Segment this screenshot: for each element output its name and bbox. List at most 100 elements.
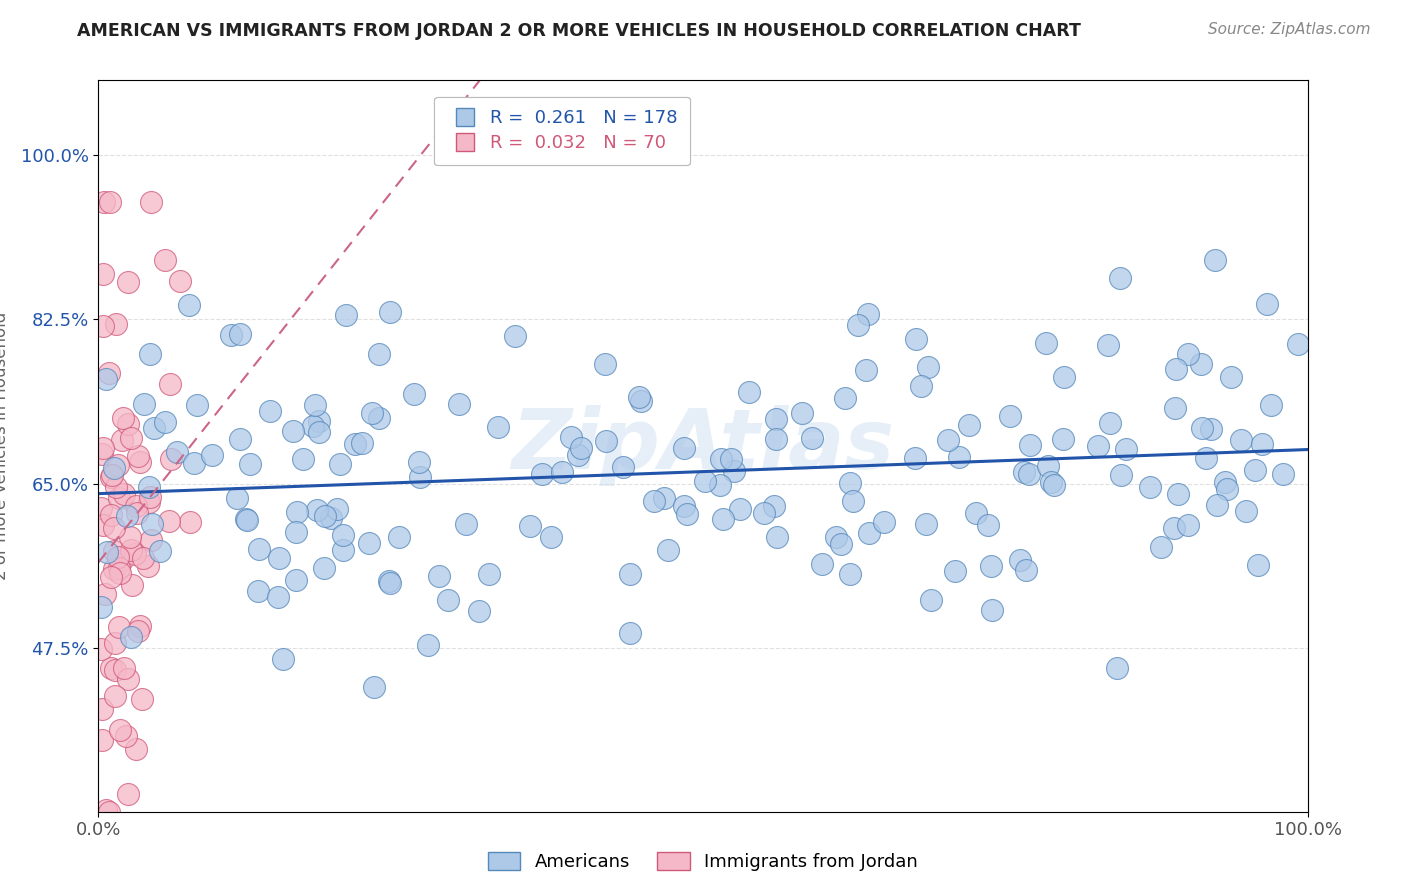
Point (98, 805, 121, 819)
Point (96, 544, 118, 558)
Point (1286, 336, 1309, 351)
Point (1206, 498, 1229, 512)
Point (503, 328, 526, 343)
Point (236, 513, 259, 527)
Point (281, 424, 304, 438)
Point (378, 305, 401, 319)
Point (100, 570, 122, 584)
Point (449, 397, 471, 411)
Point (100, 661, 122, 675)
Point (1199, 422, 1222, 436)
Point (1018, 467, 1040, 481)
Point (302, 419, 325, 434)
Point (127, 450, 149, 464)
Point (138, 495, 160, 509)
Point (139, 346, 162, 360)
Point (117, 509, 139, 524)
Point (1109, 468, 1132, 483)
Point (1015, 562, 1038, 576)
Point (378, 574, 401, 589)
Point (91, 441, 114, 455)
Point (1053, 370, 1076, 384)
Point (1164, 362, 1187, 376)
Point (1139, 480, 1161, 494)
Point (103, 460, 125, 475)
Point (830, 537, 852, 551)
Point (1019, 437, 1042, 451)
Point (108, 566, 131, 580)
Point (169, 274, 191, 288)
Point (873, 515, 896, 529)
Point (153, 415, 176, 429)
Point (1039, 475, 1062, 490)
Point (91, 447, 114, 461)
Point (104, 317, 127, 331)
Point (103, 544, 125, 558)
Point (183, 456, 205, 470)
Point (948, 450, 970, 464)
Point (1098, 416, 1121, 430)
Point (104, 636, 127, 650)
Point (118, 530, 141, 544)
Point (388, 530, 411, 544)
Point (920, 593, 942, 607)
Point (332, 543, 354, 558)
Point (259, 404, 281, 418)
Point (643, 494, 665, 508)
Point (368, 410, 391, 425)
Point (1256, 296, 1278, 310)
Point (709, 478, 731, 492)
Point (125, 741, 148, 756)
Point (858, 307, 880, 321)
Point (1035, 336, 1057, 351)
Point (267, 591, 290, 605)
Point (858, 526, 880, 541)
Point (155, 253, 177, 268)
Point (456, 516, 478, 531)
Point (429, 568, 451, 582)
Point (957, 418, 980, 433)
Point (619, 626, 641, 640)
Point (110, 723, 132, 737)
Point (91, 319, 114, 334)
Point (105, 480, 128, 494)
Point (271, 652, 294, 666)
Point (486, 419, 509, 434)
Point (801, 431, 824, 445)
Point (675, 508, 697, 522)
Point (811, 557, 834, 571)
Point (652, 491, 675, 505)
Point (129, 619, 152, 633)
Point (630, 394, 652, 409)
Point (1163, 401, 1185, 415)
Point (132, 397, 155, 411)
Point (166, 444, 188, 458)
Point (790, 406, 813, 420)
Point (627, 390, 650, 404)
Point (108, 620, 131, 634)
Point (905, 332, 928, 346)
Point (695, 475, 717, 489)
Point (657, 542, 679, 557)
Point (201, 449, 224, 463)
Point (1234, 504, 1257, 518)
Point (834, 392, 856, 406)
Point (409, 469, 432, 483)
Point (117, 787, 139, 801)
Point (115, 729, 138, 743)
Point (90, 642, 112, 657)
Point (131, 691, 153, 706)
Point (1167, 487, 1189, 501)
Point (980, 558, 1002, 573)
Point (352, 435, 374, 450)
Point (284, 573, 307, 587)
Legend: R =  0.261   N = 178, R =  0.032   N = 70: R = 0.261 N = 178, R = 0.032 N = 70 (434, 96, 690, 165)
Point (136, 559, 159, 574)
Point (132, 550, 155, 565)
Point (226, 491, 249, 506)
Point (157, 514, 180, 528)
Point (285, 524, 308, 539)
Point (612, 460, 634, 475)
Point (127, 506, 149, 520)
Point (90, 599, 112, 614)
